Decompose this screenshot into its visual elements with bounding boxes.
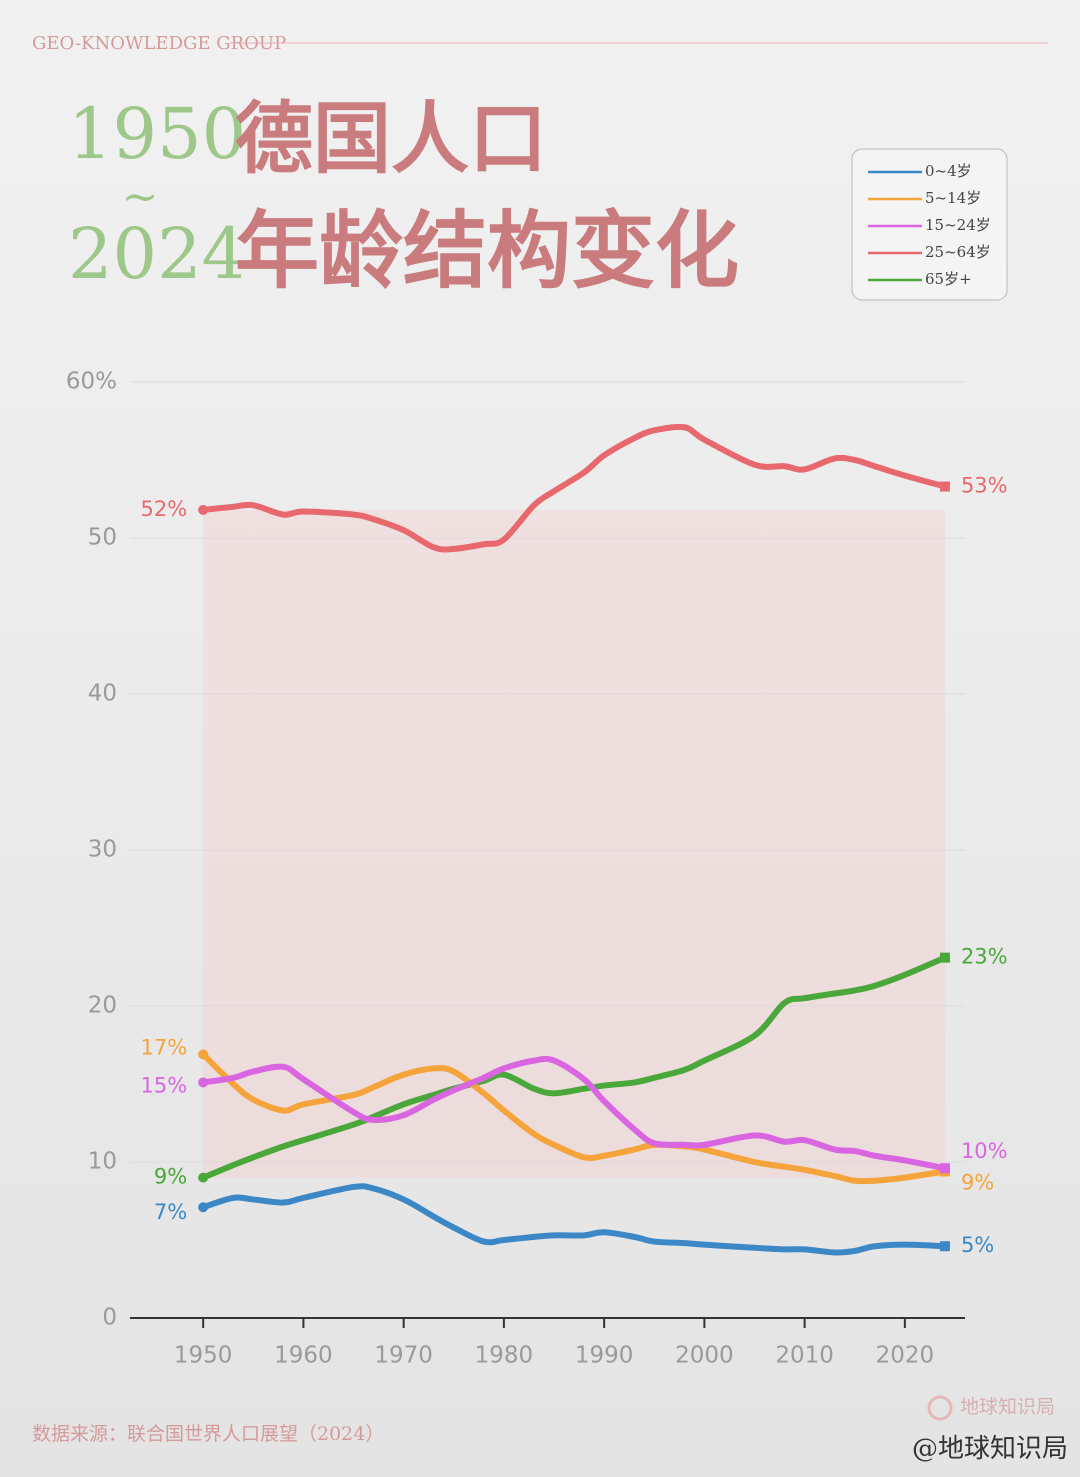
brand: GEO-KNOWLEDGE GROUP: [32, 33, 286, 54]
legend-label: 15~24岁: [925, 216, 991, 234]
y-tick-label: 60%: [66, 369, 117, 395]
credit: @地球知识局: [912, 1434, 1068, 1464]
x-tick-label: 1990: [575, 1343, 634, 1369]
start-marker: [198, 504, 209, 515]
series-line: [201, 1052, 946, 1185]
value-label: 9%: [154, 1165, 187, 1189]
start-marker: [198, 1049, 209, 1060]
end-marker: [939, 481, 950, 492]
start-marker: [198, 1077, 209, 1088]
value-label: 53%: [961, 474, 1008, 498]
series-line: [202, 1055, 946, 1172]
legend-label: 5~14岁: [925, 189, 981, 207]
highlight-band: [203, 509, 945, 1178]
x-tick-label: 1950: [174, 1343, 233, 1369]
x-tick-label: 1980: [475, 1343, 534, 1369]
value-label: 17%: [140, 1035, 187, 1059]
watermark-icon: [927, 1395, 953, 1421]
value-label: 5%: [961, 1233, 994, 1257]
x-tick-label: 1960: [274, 1343, 333, 1369]
legend-label: 0~4岁: [925, 162, 972, 180]
watermark: 地球知识局: [960, 1396, 1055, 1418]
legend-label: 65岁+: [925, 270, 972, 288]
value-label: 10%: [961, 1139, 1008, 1163]
end-marker: [939, 1241, 950, 1252]
value-label: 23%: [961, 945, 1008, 969]
x-tick-label: 1970: [374, 1343, 433, 1369]
source: 数据来源：联合国世界人口展望（2024）: [32, 1423, 384, 1445]
x-tick-label: 2000: [675, 1343, 734, 1369]
series-line: [202, 954, 947, 1181]
title-year-end: 2024: [68, 213, 246, 295]
value-label: 15%: [140, 1073, 187, 1097]
y-tick-label: 50: [88, 525, 117, 551]
series-line: [202, 1183, 946, 1256]
end-marker: [939, 1163, 950, 1174]
start-marker: [198, 1202, 209, 1213]
start-marker: [198, 1172, 209, 1183]
y-tick-label: 0: [102, 1305, 117, 1331]
legend-box: [851, 148, 1008, 301]
y-tick-label: 20: [88, 993, 117, 1019]
value-label: 52%: [140, 497, 187, 521]
x-tick-label: 2010: [775, 1343, 834, 1369]
title-tilde: ~: [122, 172, 159, 223]
legend-label: 25~64岁: [925, 243, 991, 261]
y-tick-label: 40: [88, 681, 117, 707]
title-line1: 德国人口: [235, 94, 547, 185]
title-line2: 年龄结构变化: [235, 201, 739, 300]
value-label: 7%: [154, 1200, 187, 1224]
value-label: 9%: [961, 1170, 994, 1194]
x-tick-label: 2020: [876, 1343, 935, 1369]
end-marker: [939, 952, 950, 963]
series-line: [202, 423, 946, 553]
y-tick-label: 10: [88, 1149, 117, 1175]
title-year-start: 1950: [68, 93, 246, 175]
y-tick-label: 30: [88, 837, 117, 863]
